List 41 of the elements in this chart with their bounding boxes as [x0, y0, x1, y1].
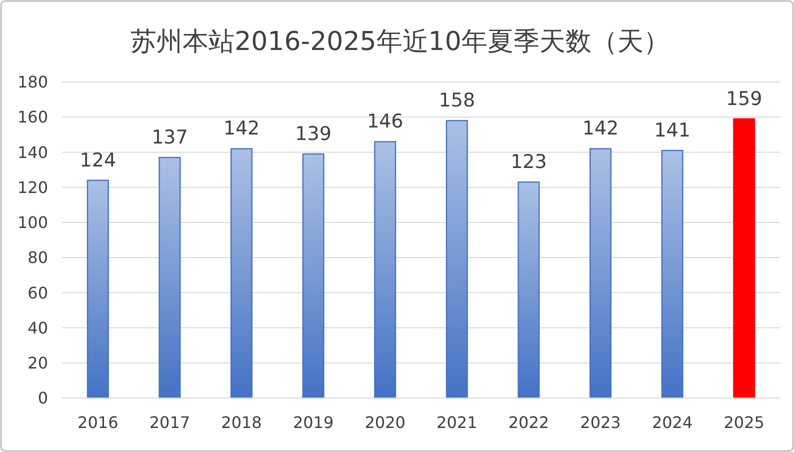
bar [158, 156, 181, 399]
y-tick-label: 120 [17, 178, 48, 197]
data-label: 139 [295, 122, 332, 145]
y-tick-label: 40 [28, 318, 48, 338]
x-tick-label: 2021 [436, 413, 478, 432]
x-tick-label: 2019 [292, 413, 334, 432]
y-tick-label: 180 [17, 72, 48, 92]
bar [86, 180, 109, 399]
data-label: 141 [654, 119, 690, 142]
y-tick-label: 20 [28, 353, 48, 372]
bar [661, 150, 684, 399]
bar [733, 118, 756, 399]
bar [446, 120, 468, 399]
x-tick-label: 2018 [221, 413, 262, 432]
x-tick-label: 2023 [580, 413, 621, 432]
x-tick-label: 2020 [364, 413, 406, 432]
chart-title: 苏州本站2016-2025年近10年夏季天数（天） [130, 27, 670, 57]
x-tick-label: 2017 [149, 413, 190, 432]
bar [374, 141, 396, 399]
y-tick-label: 60 [28, 283, 48, 302]
bar [302, 153, 324, 399]
x-tick-label: 2025 [724, 413, 764, 432]
y-tick-label: 160 [17, 108, 48, 127]
bar [589, 148, 612, 399]
data-label: 146 [366, 110, 404, 133]
data-label: 142 [223, 118, 260, 140]
x-tick-label: 2022 [508, 413, 550, 432]
data-label: 159 [726, 88, 762, 110]
x-tick-label: 2016 [78, 413, 118, 432]
data-label: 158 [438, 90, 476, 112]
bar [230, 148, 253, 399]
y-tick-label: 100 [17, 213, 48, 232]
data-label: 124 [80, 149, 116, 172]
data-label: 137 [152, 126, 188, 148]
y-tick-label: 140 [17, 142, 48, 162]
data-label: 123 [510, 151, 547, 174]
x-tick-label: 2024 [652, 413, 693, 432]
y-tick-label: 80 [28, 248, 48, 268]
y-tick-label: 0 [38, 388, 48, 408]
data-label: 142 [582, 118, 619, 140]
bar [518, 181, 540, 399]
